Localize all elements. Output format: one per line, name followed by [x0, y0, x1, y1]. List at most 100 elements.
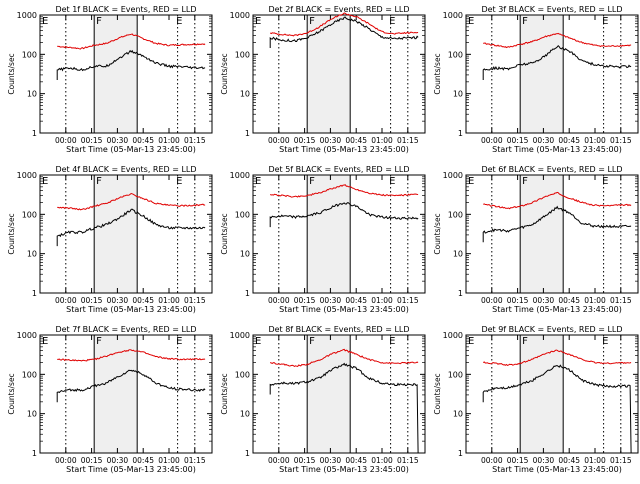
x-tick-label: 00:15 [294, 136, 316, 145]
y-tick-label: 10 [453, 410, 463, 419]
y-tick-label: 100 [235, 370, 250, 379]
y-axis-label: Counts/sec [433, 53, 442, 94]
y-tick-label: 10 [453, 250, 463, 259]
x-tick-label: 00:45 [345, 136, 367, 145]
x-tick-label: 00:45 [132, 136, 154, 145]
interval-marker-label: E [389, 336, 395, 347]
x-tick-label: 01:00 [158, 136, 180, 145]
panel-8: 1 10 100 1000 00:00 00:15 00:30 00:45 01:00 01:15… [220, 325, 426, 474]
y-tick-label: 10 [27, 250, 37, 259]
flare-interval-shade [307, 175, 351, 293]
panel-3: 1 10 100 1000 00:00 00:15 00:30 00:45 01:00 01:15… [433, 5, 639, 154]
x-tick-label: 00:45 [345, 456, 367, 465]
x-axis-label: Start Time (05-Mar-13 23:45:00) [66, 305, 196, 314]
series-lld [269, 184, 419, 198]
panel-title: Det 5f BLACK = Events, RED = LLD [268, 165, 409, 174]
plot-frame [252, 174, 426, 294]
series-lld [57, 349, 206, 362]
y-tick-label: 10 [27, 90, 37, 99]
interval-marker-label: E [176, 16, 182, 27]
x-axis-label: Start Time (05-Mar-13 23:45:00) [279, 305, 409, 314]
series-events [482, 205, 632, 243]
y-axis-label: Counts/sec [433, 213, 442, 254]
x-tick-label: 00:00 [481, 456, 503, 465]
panel-title: Det 6f BLACK = Events, RED = LLD [481, 165, 622, 174]
series-lld [57, 33, 206, 50]
panel-9: 1 10 100 1000 00:00 00:15 00:30 00:45 01:00 01:15… [433, 325, 639, 474]
x-tick-label: 00:45 [132, 456, 154, 465]
plot-frame [39, 14, 213, 134]
series-lld [57, 192, 206, 211]
panel-title: Det 1f BLACK = Events, RED = LLD [55, 5, 196, 14]
x-axis-label: Start Time (05-Mar-13 23:45:00) [279, 145, 409, 154]
y-tick-label: 10 [240, 410, 250, 419]
series-events [56, 49, 206, 80]
interval-marker-label: F [522, 336, 528, 347]
y-tick-label: 1 [458, 449, 463, 458]
flare-interval-shade [94, 175, 138, 293]
y-tick-label: 1 [245, 289, 250, 298]
x-axis-label: Start Time (05-Mar-13 23:45:00) [492, 305, 622, 314]
panel-1: 1 10 100 1000 00:00 00:15 00:30 00:45 01:00 01:15… [7, 5, 213, 154]
x-tick-label: 00:15 [507, 456, 529, 465]
y-tick-label: 100 [448, 210, 463, 219]
interval-marker-label: F [309, 16, 315, 27]
panel-title: Det 3f BLACK = Events, RED = LLD [481, 5, 622, 14]
x-tick-label: 00:30 [320, 136, 342, 145]
x-tick-label: 00:30 [533, 456, 555, 465]
interval-marker-label: E [255, 16, 261, 27]
y-tick-label: 1 [458, 289, 463, 298]
y-tick-label: 100 [235, 50, 250, 59]
plot-frame [465, 334, 639, 454]
flare-interval-shade [307, 335, 351, 453]
y-tick-label: 1 [458, 129, 463, 138]
y-tick-label: 1000 [230, 11, 250, 20]
panel-title: Det 2f BLACK = Events, RED = LLD [268, 5, 409, 14]
interval-marker-label: E [42, 16, 48, 27]
y-tick-label: 100 [235, 210, 250, 219]
x-tick-label: 00:15 [81, 136, 103, 145]
x-tick-label: 01:00 [584, 456, 606, 465]
x-axis-label: Start Time (05-Mar-13 23:45:00) [279, 465, 409, 474]
interval-marker-label: E [42, 336, 48, 347]
x-tick-label: 01:00 [371, 296, 393, 305]
x-tick-label: 01:00 [584, 296, 606, 305]
x-tick-label: 00:30 [107, 456, 129, 465]
y-tick-label: 1000 [230, 331, 250, 340]
interval-marker-label: E [602, 176, 608, 187]
y-tick-label: 1000 [17, 171, 37, 180]
y-tick-label: 1 [245, 129, 250, 138]
x-tick-label: 00:15 [81, 456, 103, 465]
flare-interval-shade [520, 175, 564, 293]
flare-interval-shade [94, 15, 138, 133]
x-tick-label: 01:15 [610, 296, 632, 305]
series-events [56, 208, 206, 247]
y-tick-label: 1 [32, 289, 37, 298]
series-events [482, 364, 632, 454]
interval-marker-label: F [522, 16, 528, 27]
x-axis-label: Start Time (05-Mar-13 23:45:00) [66, 145, 196, 154]
y-tick-label: 10 [240, 90, 250, 99]
x-tick-label: 00:30 [107, 136, 129, 145]
x-tick-label: 01:00 [371, 456, 393, 465]
y-tick-label: 1000 [443, 11, 463, 20]
interval-marker-label: F [96, 176, 102, 187]
y-tick-label: 10 [453, 90, 463, 99]
series-events [482, 44, 632, 80]
y-tick-label: 1 [32, 129, 37, 138]
panel-title: Det 7f BLACK = Events, RED = LLD [55, 325, 196, 334]
y-axis-label: Counts/sec [220, 373, 229, 414]
x-tick-label: 01:15 [184, 456, 206, 465]
plot-frame [465, 174, 639, 294]
series-lld [269, 348, 419, 367]
y-tick-label: 10 [27, 410, 37, 419]
series-events [269, 362, 419, 454]
series-events [269, 16, 419, 48]
y-axis-label: Counts/sec [7, 373, 16, 414]
x-tick-label: 01:15 [184, 136, 206, 145]
y-tick-label: 1000 [17, 11, 37, 20]
interval-marker-label: E [602, 16, 608, 27]
plot-frame [252, 334, 426, 454]
y-tick-label: 100 [448, 370, 463, 379]
